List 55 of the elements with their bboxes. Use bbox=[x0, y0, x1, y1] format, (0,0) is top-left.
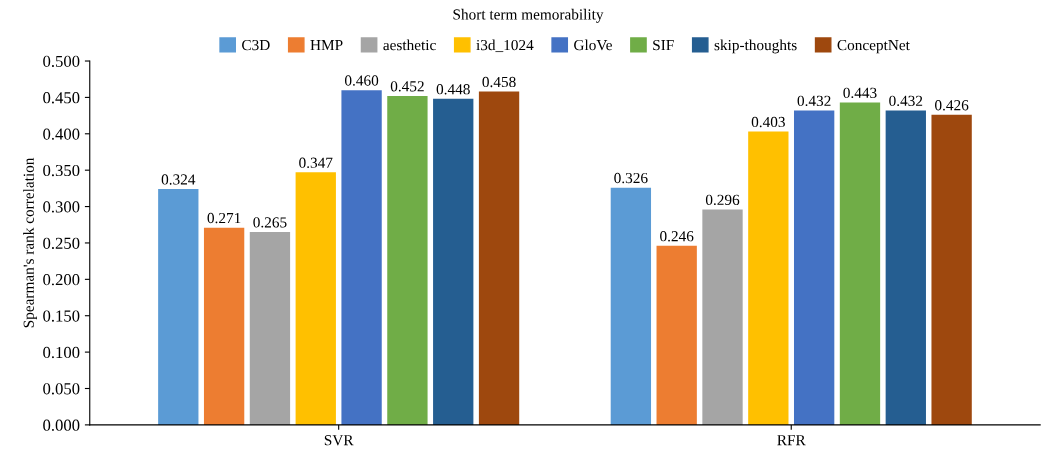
y-tick-label: 0.250 bbox=[43, 237, 80, 249]
bar bbox=[748, 131, 789, 425]
bar bbox=[794, 110, 835, 425]
data-label: 0.426 bbox=[935, 100, 969, 111]
bar bbox=[295, 172, 336, 425]
data-label: 0.347 bbox=[299, 157, 333, 168]
bar bbox=[203, 227, 245, 425]
bar bbox=[702, 209, 743, 425]
y-tick-label: 0.300 bbox=[43, 201, 80, 213]
data-label: 0.403 bbox=[751, 116, 785, 128]
data-label: 0.324 bbox=[161, 174, 196, 185]
bar bbox=[341, 90, 382, 425]
y-axis-title: Spearman's rank correlation bbox=[23, 157, 37, 328]
legend-label: aesthetic bbox=[383, 39, 436, 51]
legend-label: i3d_1024 bbox=[476, 39, 534, 53]
y-tick-label: 0.500 bbox=[43, 55, 80, 68]
bar bbox=[387, 95, 428, 425]
legend-label: ConceptNet bbox=[837, 39, 910, 54]
bar bbox=[478, 91, 520, 425]
data-label: 0.460 bbox=[344, 75, 379, 86]
bar bbox=[610, 187, 652, 425]
data-label: 0.432 bbox=[797, 95, 831, 107]
legend-label: SIF bbox=[653, 39, 674, 51]
chart-title: Short term memorability bbox=[453, 8, 604, 23]
bar bbox=[249, 232, 291, 425]
x-tick-label: SVR bbox=[324, 435, 354, 446]
y-tick-label: 0.100 bbox=[43, 346, 80, 359]
y-tick-label: 0.400 bbox=[43, 128, 80, 140]
y-tick-label: 0.350 bbox=[43, 164, 80, 177]
data-label: 0.271 bbox=[207, 212, 241, 224]
data-label: 0.443 bbox=[843, 87, 877, 99]
y-tick-label: 0.050 bbox=[43, 383, 80, 395]
bar bbox=[656, 245, 697, 425]
data-label: 0.296 bbox=[705, 194, 740, 206]
legend-label: HMP bbox=[310, 40, 343, 51]
y-tick-label: 0.150 bbox=[43, 310, 80, 322]
bar bbox=[885, 110, 926, 425]
y-tick-label: 0.200 bbox=[43, 274, 80, 286]
data-label: 0.448 bbox=[436, 84, 470, 95]
data-label: 0.246 bbox=[660, 231, 694, 242]
bar bbox=[158, 189, 199, 425]
data-label: 0.326 bbox=[614, 172, 648, 184]
x-tick-label: RFR bbox=[777, 435, 806, 446]
y-tick-label: 0.450 bbox=[43, 92, 80, 104]
y-tick-label: 0.000 bbox=[43, 419, 80, 431]
data-label: 0.452 bbox=[390, 81, 424, 92]
legend-label: skip-thoughts bbox=[714, 39, 797, 54]
data-label: 0.265 bbox=[253, 217, 287, 228]
data-label: 0.458 bbox=[482, 76, 516, 88]
bar bbox=[931, 114, 972, 425]
legend-label: GloVe bbox=[574, 39, 612, 51]
bar bbox=[433, 98, 474, 425]
data-label: 0.432 bbox=[889, 95, 923, 107]
bar bbox=[839, 102, 881, 425]
legend-label: C3D bbox=[242, 39, 270, 51]
